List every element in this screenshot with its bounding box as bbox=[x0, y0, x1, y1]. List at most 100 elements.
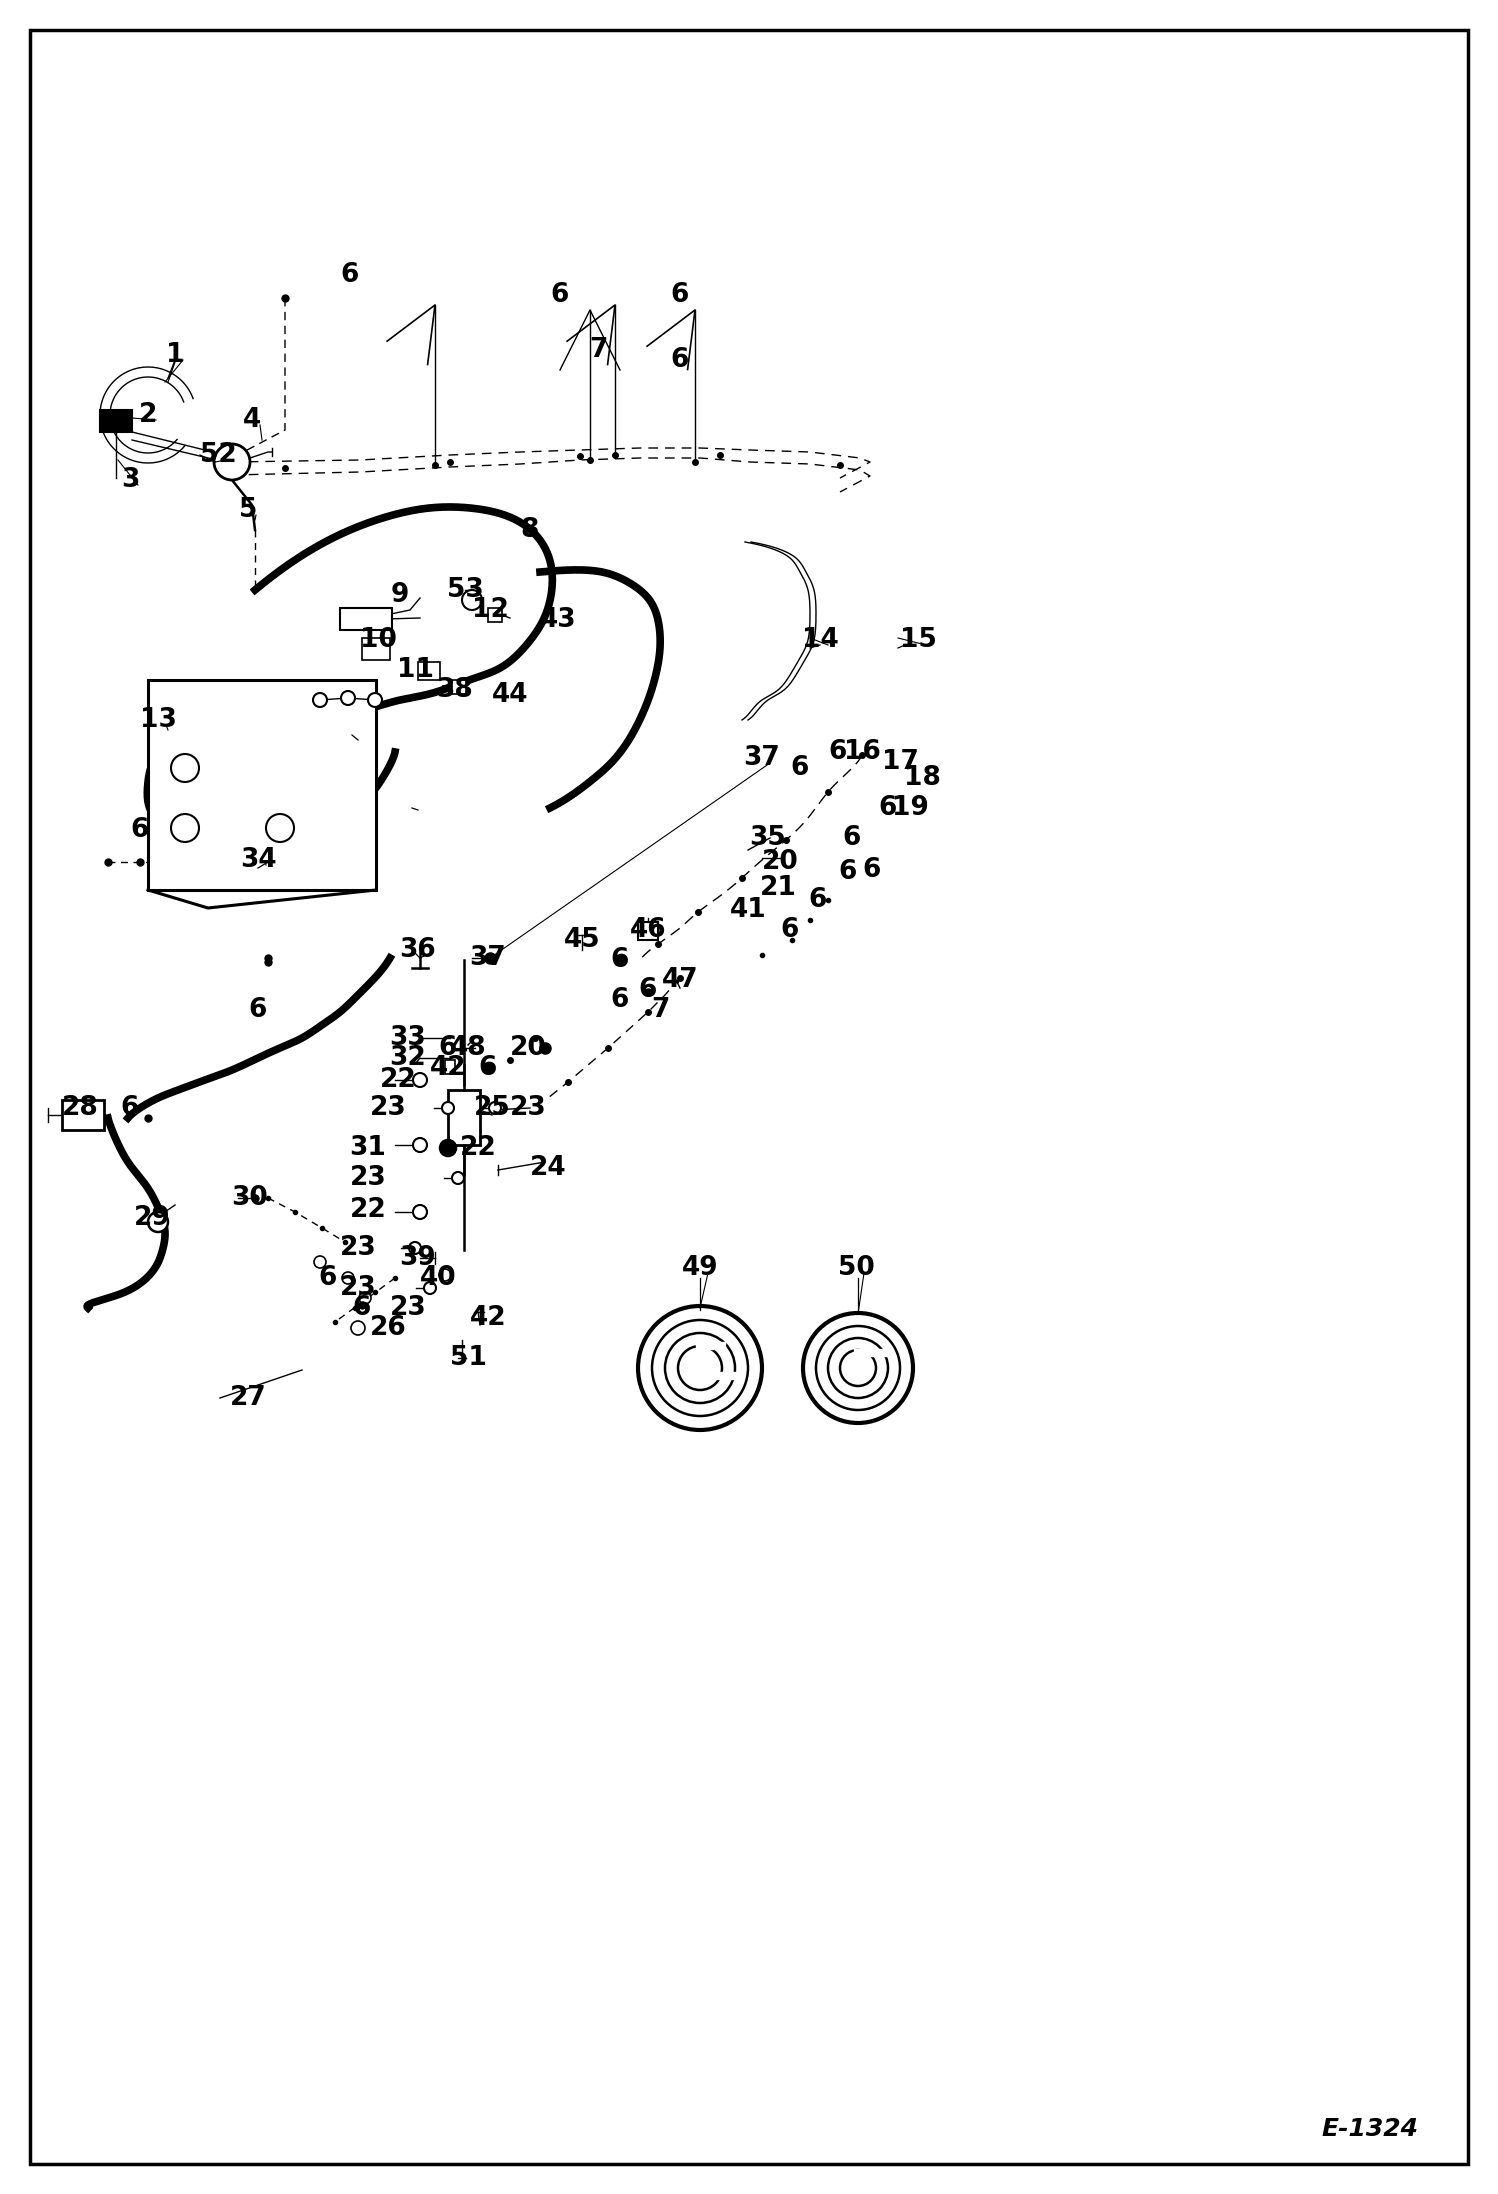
Text: 6: 6 bbox=[671, 347, 689, 373]
Circle shape bbox=[665, 1334, 736, 1402]
Text: 2: 2 bbox=[139, 402, 157, 428]
Text: 6: 6 bbox=[828, 739, 848, 766]
Circle shape bbox=[413, 1205, 427, 1220]
Text: 22: 22 bbox=[379, 1066, 416, 1093]
Text: 36: 36 bbox=[400, 937, 436, 963]
Text: 31: 31 bbox=[349, 1134, 386, 1161]
Text: 6: 6 bbox=[611, 948, 629, 972]
Text: 27: 27 bbox=[229, 1384, 267, 1411]
Text: 17: 17 bbox=[881, 748, 918, 774]
Text: 42: 42 bbox=[470, 1305, 506, 1332]
Circle shape bbox=[424, 1281, 436, 1294]
Text: 23: 23 bbox=[370, 1095, 406, 1121]
Bar bbox=[448, 1090, 479, 1145]
Text: 39: 39 bbox=[400, 1244, 436, 1270]
Circle shape bbox=[148, 1211, 168, 1233]
Bar bbox=[445, 1060, 455, 1075]
Text: 28: 28 bbox=[61, 1095, 99, 1121]
Bar bbox=[61, 1099, 103, 1130]
Text: 41: 41 bbox=[730, 897, 767, 924]
Circle shape bbox=[442, 1101, 454, 1115]
Circle shape bbox=[409, 1242, 421, 1255]
Text: 6: 6 bbox=[439, 1036, 457, 1062]
Circle shape bbox=[638, 1305, 762, 1430]
Text: 22: 22 bbox=[349, 1198, 386, 1222]
Text: 6: 6 bbox=[354, 1294, 372, 1321]
Circle shape bbox=[413, 1073, 427, 1086]
Text: 12: 12 bbox=[472, 597, 508, 623]
Circle shape bbox=[413, 1139, 427, 1152]
Text: 18: 18 bbox=[903, 766, 941, 792]
Circle shape bbox=[488, 1101, 500, 1115]
Text: 48: 48 bbox=[449, 1036, 487, 1062]
Text: 6: 6 bbox=[671, 283, 689, 307]
Text: 1: 1 bbox=[166, 342, 184, 369]
Text: E-1324: E-1324 bbox=[1321, 2117, 1419, 2141]
Circle shape bbox=[652, 1321, 748, 1415]
Text: 6: 6 bbox=[130, 816, 150, 842]
Text: 32: 32 bbox=[389, 1044, 427, 1071]
Text: 24: 24 bbox=[530, 1154, 566, 1180]
Text: 5: 5 bbox=[238, 498, 258, 522]
Text: 8: 8 bbox=[521, 518, 539, 542]
Bar bbox=[148, 680, 376, 891]
Bar bbox=[488, 608, 502, 623]
Text: 33: 33 bbox=[389, 1025, 427, 1051]
Text: 6: 6 bbox=[551, 283, 569, 307]
Text: 49: 49 bbox=[682, 1255, 719, 1281]
Text: 43: 43 bbox=[539, 608, 577, 634]
Text: 6: 6 bbox=[638, 976, 658, 1003]
Text: 40: 40 bbox=[419, 1266, 457, 1290]
Text: 21: 21 bbox=[759, 875, 797, 902]
Bar bbox=[418, 663, 440, 680]
Text: 6: 6 bbox=[319, 1266, 337, 1290]
Circle shape bbox=[840, 1349, 876, 1387]
Text: 30: 30 bbox=[232, 1185, 268, 1211]
Circle shape bbox=[369, 693, 382, 706]
Text: 25: 25 bbox=[473, 1095, 511, 1121]
Circle shape bbox=[315, 1255, 327, 1268]
Text: 11: 11 bbox=[397, 656, 433, 682]
Circle shape bbox=[342, 691, 355, 704]
Circle shape bbox=[342, 1273, 354, 1283]
Text: 15: 15 bbox=[900, 627, 936, 654]
Text: 52: 52 bbox=[199, 441, 237, 467]
Text: 4: 4 bbox=[243, 408, 261, 432]
Circle shape bbox=[439, 1268, 451, 1281]
Circle shape bbox=[440, 1141, 455, 1156]
Text: 9: 9 bbox=[391, 581, 409, 608]
Text: 13: 13 bbox=[139, 706, 177, 733]
Text: 7: 7 bbox=[589, 338, 607, 362]
Text: 26: 26 bbox=[370, 1314, 406, 1341]
Text: 53: 53 bbox=[446, 577, 484, 603]
Bar bbox=[363, 638, 389, 660]
Text: 50: 50 bbox=[837, 1255, 875, 1281]
Text: 45: 45 bbox=[563, 928, 601, 952]
Text: 6: 6 bbox=[791, 755, 809, 781]
Circle shape bbox=[828, 1338, 888, 1398]
Circle shape bbox=[452, 1172, 464, 1185]
Text: 10: 10 bbox=[360, 627, 397, 654]
Text: 23: 23 bbox=[340, 1275, 376, 1301]
Text: 29: 29 bbox=[133, 1205, 171, 1231]
Text: 37: 37 bbox=[743, 746, 780, 770]
Text: 6: 6 bbox=[780, 917, 800, 943]
Text: 38: 38 bbox=[436, 678, 473, 702]
Text: 23: 23 bbox=[509, 1095, 547, 1121]
Text: 20: 20 bbox=[509, 1036, 547, 1062]
Text: 46: 46 bbox=[629, 917, 667, 943]
Text: 16: 16 bbox=[843, 739, 881, 766]
Text: 14: 14 bbox=[801, 627, 839, 654]
Text: 19: 19 bbox=[891, 794, 929, 821]
Circle shape bbox=[313, 693, 327, 706]
Text: 6: 6 bbox=[121, 1095, 139, 1121]
Text: 42: 42 bbox=[430, 1055, 466, 1082]
Text: 20: 20 bbox=[761, 849, 798, 875]
Text: 6: 6 bbox=[479, 1055, 497, 1082]
Text: 6: 6 bbox=[342, 261, 360, 287]
Circle shape bbox=[351, 1321, 366, 1334]
Text: 51: 51 bbox=[449, 1345, 487, 1371]
Text: 6: 6 bbox=[611, 987, 629, 1014]
Circle shape bbox=[214, 443, 250, 480]
Text: 47: 47 bbox=[662, 968, 698, 994]
